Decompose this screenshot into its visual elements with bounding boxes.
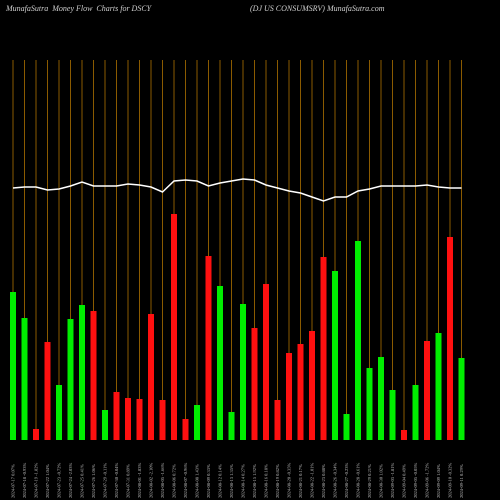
bar <box>286 353 292 440</box>
x-tick-label: 2024-09-11 0.29% <box>459 464 464 498</box>
x-tick-label: 2024-08-09 0.33% <box>206 464 211 498</box>
x-tick-label: 2024-08-05 -1.66% <box>160 463 165 498</box>
x-tick-label: 2024-08-07 -0.96% <box>183 463 188 498</box>
bar <box>240 304 246 440</box>
bar <box>447 237 453 440</box>
x-tick-label: 2024-08-21 0.17% <box>298 464 303 498</box>
x-tick-label: 2024-09-09 1.04% <box>436 464 441 498</box>
x-tick-label: 2024-09-05 -0.05% <box>413 463 418 498</box>
bar <box>332 271 338 440</box>
bar <box>171 214 177 440</box>
x-tick-label: 2024-07-18 -0.93% <box>22 463 27 498</box>
bar <box>56 385 62 440</box>
bar <box>263 284 269 440</box>
x-tick-label: 2024-07-31 0.89% <box>126 464 131 498</box>
bar <box>366 368 373 440</box>
bar <box>297 344 304 440</box>
x-tick-label: 2024-09-10 -0.32% <box>448 463 453 498</box>
bar <box>125 398 131 440</box>
bar <box>102 410 108 440</box>
x-tick-label: 2024-08-14 0.27% <box>241 464 246 498</box>
bar <box>251 328 258 440</box>
bar <box>21 318 28 440</box>
bar <box>378 357 384 440</box>
x-tick-label: 2024-09-06 -1.72% <box>425 463 430 498</box>
x-tick-label: 2024-07-17 0.07% <box>11 464 16 498</box>
x-tick-label: 2024-07-25 0.41% <box>80 464 85 498</box>
x-tick-label: 2024-08-27 -0.23% <box>344 463 349 498</box>
bar <box>44 342 51 440</box>
x-tick-label: 2024-08-28 -0.61% <box>356 463 361 498</box>
x-tick-label: 2024-08-15 1.92% <box>252 464 257 498</box>
bar <box>194 405 200 440</box>
x-tick-label: 2024-07-23 -0.72% <box>57 463 62 498</box>
chart-subtitle: (DJ US CONSUMSRV) MunafaSutra.com <box>250 4 385 13</box>
x-tick-label: 2024-08-29 0.21% <box>367 464 372 498</box>
x-tick-label: 2024-08-22 -1.01% <box>310 463 315 498</box>
bar <box>79 305 85 440</box>
bar <box>33 429 39 440</box>
x-tick-label: 2024-08-26 -0.34% <box>333 463 338 498</box>
bar <box>113 392 120 440</box>
bar <box>67 319 74 440</box>
bar <box>389 390 396 440</box>
bar <box>148 314 154 440</box>
x-tick-label: 2024-07-19 -1.82% <box>34 463 39 498</box>
bar <box>10 292 16 440</box>
x-tick-label: 2024-07-22 1.04% <box>45 464 50 498</box>
x-tick-label: 2024-08-02 -2.10% <box>149 463 154 498</box>
money-flow-line <box>12 178 462 202</box>
x-tick-label: 2024-09-03 -1.81% <box>390 463 395 498</box>
bar <box>159 400 166 440</box>
x-tick-label: 2024-07-24 -2.03% <box>68 463 73 498</box>
bar <box>355 241 361 440</box>
x-tick-label: 2024-08-23 0.88% <box>321 464 326 498</box>
x-tick-label: 2024-07-30 -0.04% <box>114 463 119 498</box>
x-tick-label: 2024-08-20 -0.35% <box>287 463 292 498</box>
bar <box>412 385 419 440</box>
x-tick-label: 2024-07-29 -0.11% <box>103 463 108 498</box>
x-tick-label: 2024-08-06 0.72% <box>172 464 177 498</box>
bar <box>205 256 212 440</box>
bar <box>343 414 350 440</box>
x-tick-label: 2024-08-30 1.02% <box>379 464 384 498</box>
x-tick-label: 2024-07-26 1.06% <box>91 464 96 498</box>
bar <box>217 286 223 440</box>
bar <box>274 400 281 440</box>
x-tick-label: 2024-08-13 1.35% <box>229 464 234 498</box>
bar <box>228 412 235 440</box>
bar <box>435 333 442 440</box>
x-tick-label: 2024-08-16 0.18% <box>264 464 269 498</box>
x-tick-label: 2024-08-12 0.14% <box>218 464 223 498</box>
bar <box>320 257 327 440</box>
bar <box>90 311 97 440</box>
x-tick-label: 2024-08-01 -1.83% <box>137 463 142 498</box>
bar <box>136 399 143 440</box>
bar <box>309 331 315 440</box>
bar <box>401 430 407 440</box>
x-tick-label: 2024-08-19 0.82% <box>275 464 280 498</box>
bar <box>458 358 465 440</box>
bar <box>424 341 430 440</box>
chart-title: MunafaSutra Money Flow Charts for DSCY <box>5 4 153 13</box>
bar <box>182 419 189 440</box>
x-tick-label: 2024-09-04 0.49% <box>402 464 407 498</box>
x-tick-label: 2024-08-08 1.43% <box>195 464 200 498</box>
